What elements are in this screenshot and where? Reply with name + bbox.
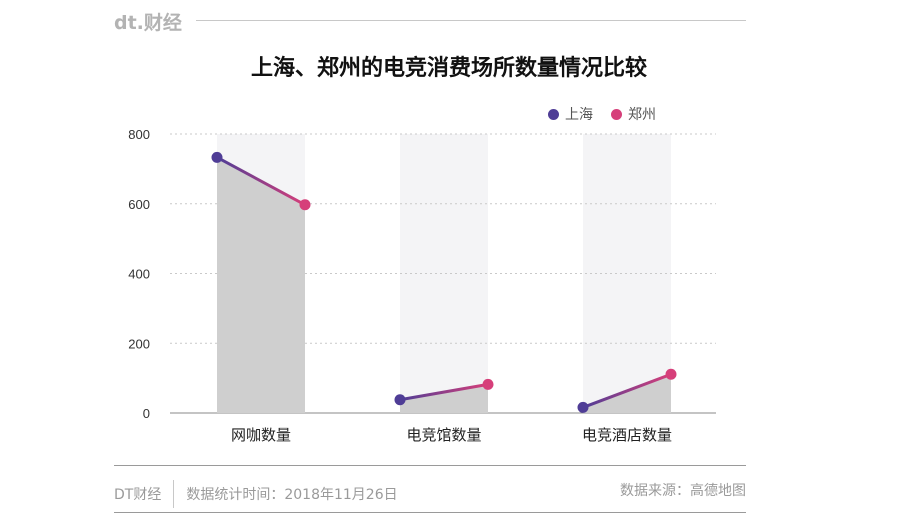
chart-legend: 上海 郑州 xyxy=(548,104,656,124)
area-fill-0 xyxy=(217,157,305,413)
point-shanghai-1 xyxy=(394,394,406,406)
point-shanghai-0 xyxy=(211,151,223,163)
point-zhengzhou-1 xyxy=(482,378,494,390)
chart-title: 上海、郑州的电竞消费场所数量情况比较 xyxy=(250,56,647,81)
area-fill-1 xyxy=(400,384,488,413)
footer-separator xyxy=(173,480,175,508)
legend-label-shanghai: 上海 xyxy=(565,107,593,123)
top-divider xyxy=(196,20,746,21)
connector-line-1 xyxy=(399,382,489,402)
x-tick-label-0: 网咖数量 xyxy=(231,426,291,444)
y-tick-label-4: 800 xyxy=(128,127,150,142)
x-tick-label-1: 电竞馆数量 xyxy=(406,426,481,444)
y-tick-label-0: 0 xyxy=(143,406,150,421)
footer-divider-bottom xyxy=(114,512,746,513)
legend-item-shanghai: 上海 xyxy=(548,104,593,124)
connector-line-2 xyxy=(582,372,672,409)
legend-label-zhengzhou: 郑州 xyxy=(628,107,656,123)
footer-divider-top xyxy=(114,465,746,466)
footer-left: DT财经 数据统计时间：2018年11月26日 xyxy=(114,480,398,508)
point-zhengzhou-2 xyxy=(665,368,677,380)
legend-marker-shanghai xyxy=(548,108,559,120)
point-zhengzhou-0 xyxy=(299,199,311,211)
y-tick-label-3: 600 xyxy=(128,197,150,212)
y-tick-label-1: 200 xyxy=(128,336,150,351)
x-tick-label-2: 电竞酒店数量 xyxy=(582,426,672,444)
footer-source: 数据来源：高德地图 xyxy=(620,483,746,499)
y-tick-label-2: 400 xyxy=(128,267,150,282)
brand-logo: dt.财经 xyxy=(114,12,182,34)
point-shanghai-2 xyxy=(577,401,589,413)
legend-marker-zhengzhou xyxy=(611,108,622,120)
category-band-1 xyxy=(400,134,488,413)
footer-brand: DT财经 xyxy=(114,487,162,503)
legend-item-zhengzhou: 郑州 xyxy=(611,104,656,124)
footer-date-note: 数据统计时间：2018年11月26日 xyxy=(186,487,398,503)
connector-line-0 xyxy=(216,156,306,207)
